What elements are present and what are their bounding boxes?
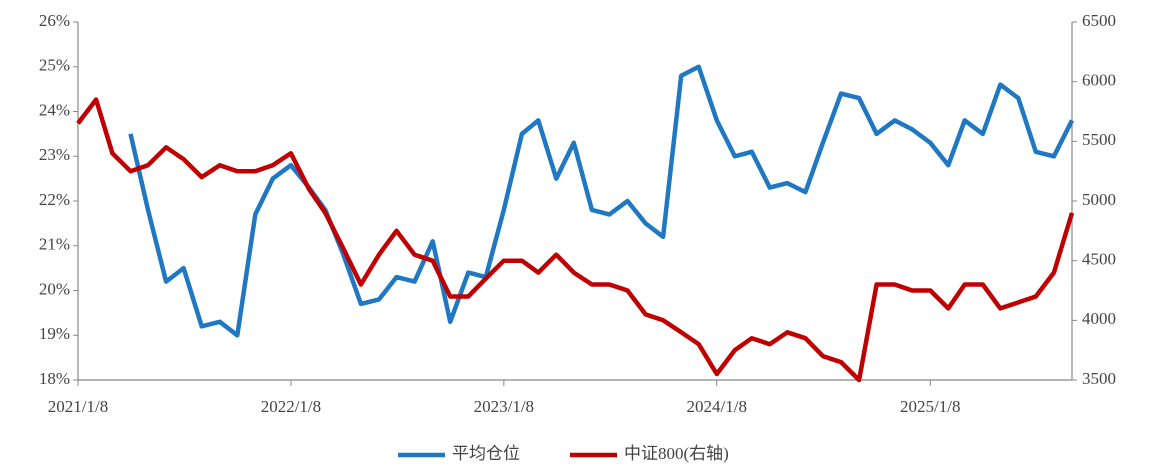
y2-tick-label: 4000 [1082, 309, 1116, 328]
x-tick-label: 2022/1/8 [261, 397, 321, 416]
y-tick-label: 20% [39, 279, 70, 298]
x-tick-label: 2025/1/8 [900, 397, 960, 416]
y2-tick-label: 5500 [1082, 130, 1116, 149]
y-tick-label: 18% [39, 369, 70, 388]
y-tick-label: 19% [39, 324, 70, 343]
y-tick-label: 22% [39, 190, 70, 209]
y2-tick-label: 5000 [1082, 190, 1116, 209]
y2-tick-label: 4500 [1082, 250, 1116, 269]
x-tick-label: 2024/1/8 [687, 397, 747, 416]
y-tick-label: 21% [39, 235, 70, 254]
series-line [76, 97, 1075, 383]
series-line [128, 64, 1075, 338]
x-tick-label: 2021/1/8 [48, 397, 108, 416]
legend-label: 中证800(右轴) [624, 444, 729, 463]
y-tick-label: 25% [39, 56, 70, 75]
y2-tick-label: 3500 [1082, 369, 1116, 388]
x-tick-label: 2023/1/8 [474, 397, 534, 416]
y-tick-label: 26% [39, 11, 70, 30]
y2-tick-label: 6500 [1082, 11, 1116, 30]
y-tick-label: 23% [39, 145, 70, 164]
y2-tick-label: 6000 [1082, 71, 1116, 90]
legend-label: 平均仓位 [452, 444, 520, 463]
y-tick-label: 24% [39, 100, 70, 119]
